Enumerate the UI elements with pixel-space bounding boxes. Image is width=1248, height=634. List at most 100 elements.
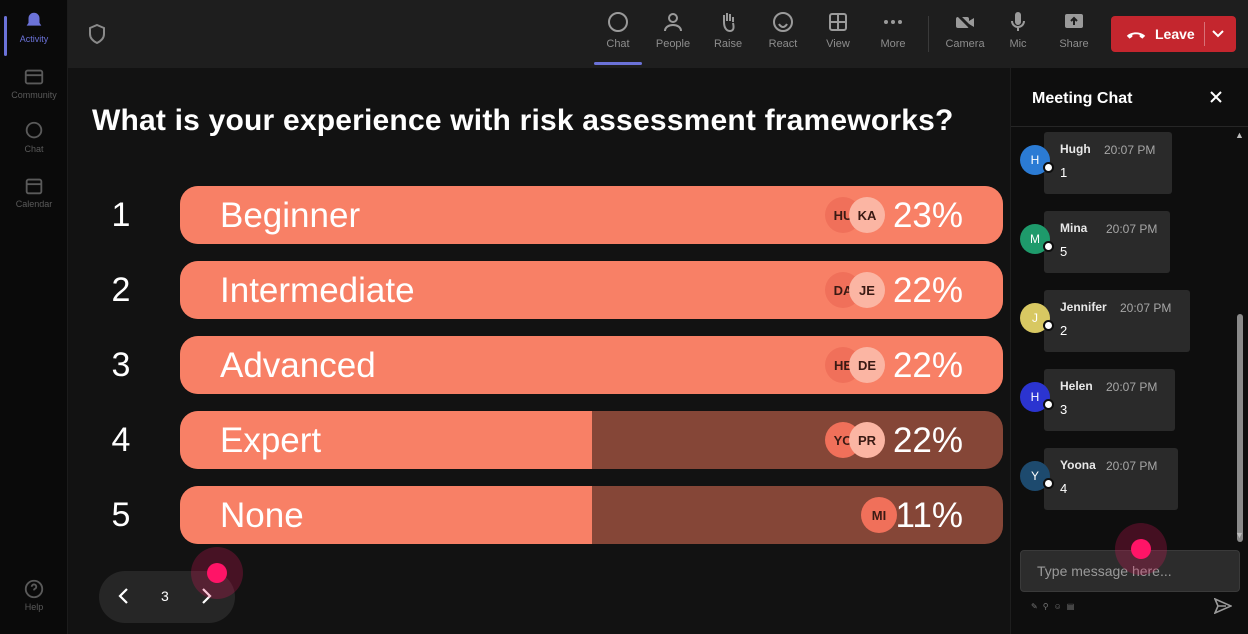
message-sender: Hugh (1060, 142, 1091, 156)
rail-item-activity[interactable]: Activity (0, 10, 68, 56)
option-bar: Beginner HU KA 23% (180, 186, 1003, 244)
chat-message: Jennifer 20:07 PM 2 J (1011, 286, 1231, 352)
toolbar-button-label: Share (1059, 38, 1089, 50)
rail-item-community[interactable]: Community (0, 66, 68, 100)
chat-message: Helen 20:07 PM 3 H (1011, 365, 1231, 431)
avatar: M (1020, 224, 1050, 254)
toolbar-button-label: Camera (945, 38, 985, 50)
help-icon (24, 579, 44, 599)
scroll-thumb[interactable] (1237, 314, 1243, 542)
share-icon (1065, 14, 1083, 28)
rail-item-label: Community (11, 90, 57, 100)
chat-message-input[interactable] (1020, 550, 1240, 592)
people-icon (664, 13, 682, 32)
rail-item-calendar[interactable]: Calendar (0, 175, 68, 209)
chevron-left-icon[interactable] (117, 587, 131, 605)
toolbar-divider (928, 16, 929, 52)
voter-avatar: PR (849, 422, 885, 458)
grid-icon (829, 13, 847, 31)
chat-icon (25, 121, 43, 139)
poll-option[interactable]: 5 None MI 11% (68, 486, 1010, 544)
toolbar-raise-button[interactable]: Raise (702, 10, 754, 50)
emoji-icon[interactable]: ☺ (1053, 602, 1062, 611)
toolbar-view-button[interactable]: View (812, 10, 864, 50)
message-text: 4 (1060, 481, 1068, 496)
poll-option[interactable]: 4 Expert YO PR 22% (68, 411, 1010, 469)
raise-hand-icon (723, 13, 735, 33)
option-number: 4 (111, 421, 131, 459)
format-icon[interactable]: ✎ (1031, 602, 1038, 611)
chat-divider (1011, 126, 1248, 127)
poll-option[interactable]: 3 Advanced HE DE 22% (68, 336, 1010, 394)
message-text: 5 (1060, 244, 1068, 259)
toolbar-button-label: Mic (1009, 38, 1027, 50)
attach-icon[interactable]: ⚲ (1042, 602, 1049, 611)
toolbar-mic-button[interactable]: Mic (992, 10, 1044, 50)
message-bubble: Helen 20:07 PM 3 (1044, 369, 1175, 431)
rail-item-label: Activity (19, 34, 49, 44)
chat-message: Yoona 20:07 PM 4 Y (1011, 444, 1231, 510)
option-number: 2 (111, 271, 131, 309)
message-text: 1 (1060, 165, 1068, 180)
toolbar-people-button[interactable]: People (647, 10, 699, 50)
format-toolbar: ✎ ⚲ ☺ ▤ (1031, 602, 1074, 611)
page-number: 3 (161, 588, 169, 604)
presence-indicator (1043, 478, 1054, 489)
chevron-down-icon[interactable] (1211, 26, 1225, 40)
send-icon[interactable] (1214, 598, 1232, 614)
poll-option[interactable]: 2 Intermediate DA JE 22% (68, 261, 1010, 319)
toolbar-more-button[interactable]: More (867, 10, 919, 50)
rail-item-help[interactable]: Help (0, 578, 68, 612)
option-bar-fill (180, 486, 592, 544)
option-label: Intermediate (220, 271, 415, 310)
leave-divider (1204, 22, 1205, 46)
message-bubble: Yoona 20:07 PM 4 (1044, 448, 1178, 510)
cursor-indicator (191, 547, 243, 599)
scroll-up-icon[interactable]: ▲ (1235, 130, 1244, 140)
message-time: 20:07 PM (1106, 380, 1158, 394)
meeting-toolbar: Chat People Raise React View More Camera… (68, 0, 1248, 68)
toolbar-react-button[interactable]: React (757, 10, 809, 50)
toolbar-button-label: More (880, 38, 906, 50)
gif-icon[interactable]: ▤ (1066, 602, 1075, 611)
toolbar-button-label: Raise (713, 38, 743, 50)
calendar-icon (25, 178, 43, 195)
scroll-down-icon[interactable]: ▼ (1235, 530, 1244, 540)
voter-avatar: KA (849, 197, 885, 233)
poll-option[interactable]: 1 Beginner HU KA 23% (68, 186, 1010, 244)
message-time: 20:07 PM (1104, 143, 1156, 157)
phone-hangup-icon (1126, 32, 1146, 39)
message-bubble: Hugh 20:07 PM 1 (1044, 132, 1172, 194)
poll-question: What is your experience with risk assess… (92, 104, 954, 137)
option-label: Advanced (220, 346, 376, 385)
camera-off-icon (954, 11, 976, 33)
option-percentage: 22% (892, 346, 963, 385)
message-sender: Yoona (1060, 458, 1096, 472)
option-number: 3 (111, 346, 131, 384)
rail-item-chat[interactable]: Chat (0, 120, 68, 154)
chat-message: Hugh 20:07 PM 1 H (1011, 128, 1231, 194)
message-time: 20:07 PM (1106, 222, 1158, 236)
option-label: None (220, 496, 304, 535)
cursor-indicator (1115, 523, 1167, 575)
presence-indicator (1043, 399, 1054, 410)
close-icon[interactable] (1209, 90, 1223, 104)
option-bar: None MI 11% (180, 486, 1003, 544)
message-bubble: Mina 20:07 PM 5 (1044, 211, 1170, 273)
message-sender: Mina (1060, 221, 1088, 235)
option-percentage: 11% (895, 496, 963, 535)
toolbar-share-button[interactable]: Share (1048, 10, 1100, 50)
toolbar-camera-button[interactable]: Camera (939, 10, 991, 50)
chevron-right-icon[interactable] (199, 587, 213, 605)
community-icon (24, 69, 44, 85)
option-bar: Expert YO PR 22% (180, 411, 1003, 469)
option-label: Expert (220, 421, 322, 460)
chat-scrollbar[interactable]: ▲ ▼ (1233, 130, 1245, 542)
message-sender: Jennifer (1060, 300, 1107, 314)
rail-item-label: Calendar (15, 199, 53, 209)
toolbar-chat-button[interactable]: Chat (592, 10, 644, 65)
more-icon (884, 20, 902, 24)
leave-button[interactable]: Leave (1111, 16, 1236, 52)
option-percentage: 22% (892, 421, 963, 460)
shield-icon (89, 24, 105, 44)
